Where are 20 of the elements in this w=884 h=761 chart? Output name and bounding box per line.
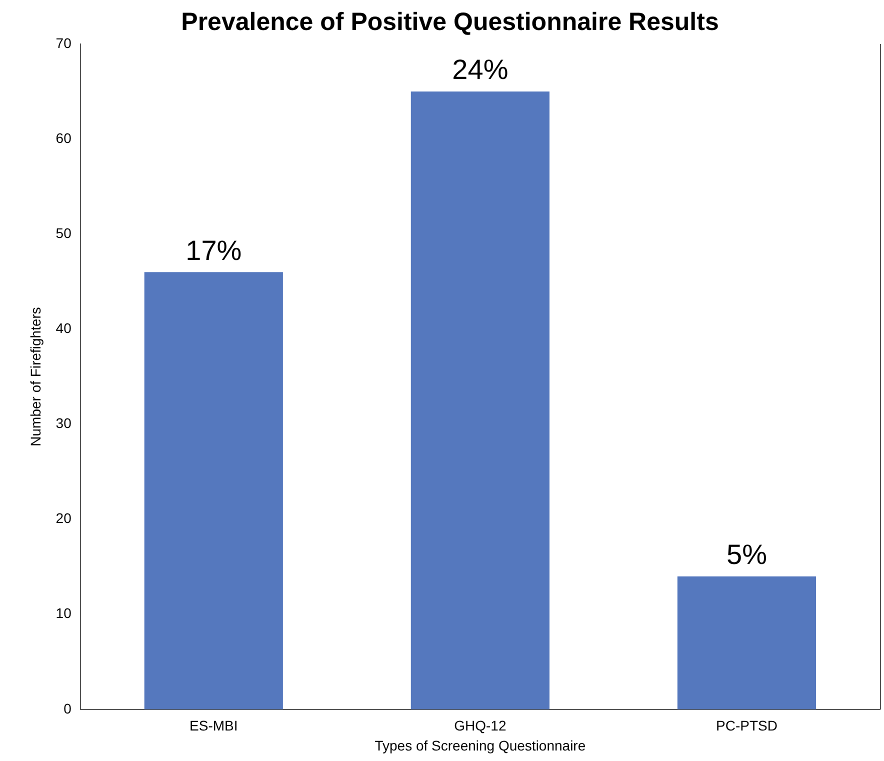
annotation: 17% xyxy=(186,234,242,266)
annotation: 24% xyxy=(452,54,508,86)
y-tick-label: 70 xyxy=(56,34,72,51)
y-tick-label: 30 xyxy=(56,415,72,432)
annotation: 5% xyxy=(726,539,767,570)
y-tick-label: 10 xyxy=(56,605,72,622)
y-axis-title: Number of Firefighters xyxy=(27,307,44,446)
y-tick-label: 0 xyxy=(64,700,72,716)
x-tick-label: ES-MBI xyxy=(190,718,238,734)
x-tick-label: PC-PTSD xyxy=(716,718,778,734)
chart-title: Prevalence of Positive Questionnaire Results xyxy=(181,8,719,36)
y-tick-label: 40 xyxy=(56,320,72,336)
y-tick-label: 20 xyxy=(56,510,72,526)
y-tick-label: 50 xyxy=(56,224,72,241)
x-tick-label: GHQ-12 xyxy=(454,718,506,734)
y-tick-label: 60 xyxy=(56,130,72,146)
bar xyxy=(410,92,550,710)
x-axis-title: Types of Screening Questionnaire xyxy=(374,737,586,754)
bar xyxy=(144,272,283,710)
bar xyxy=(677,576,816,710)
